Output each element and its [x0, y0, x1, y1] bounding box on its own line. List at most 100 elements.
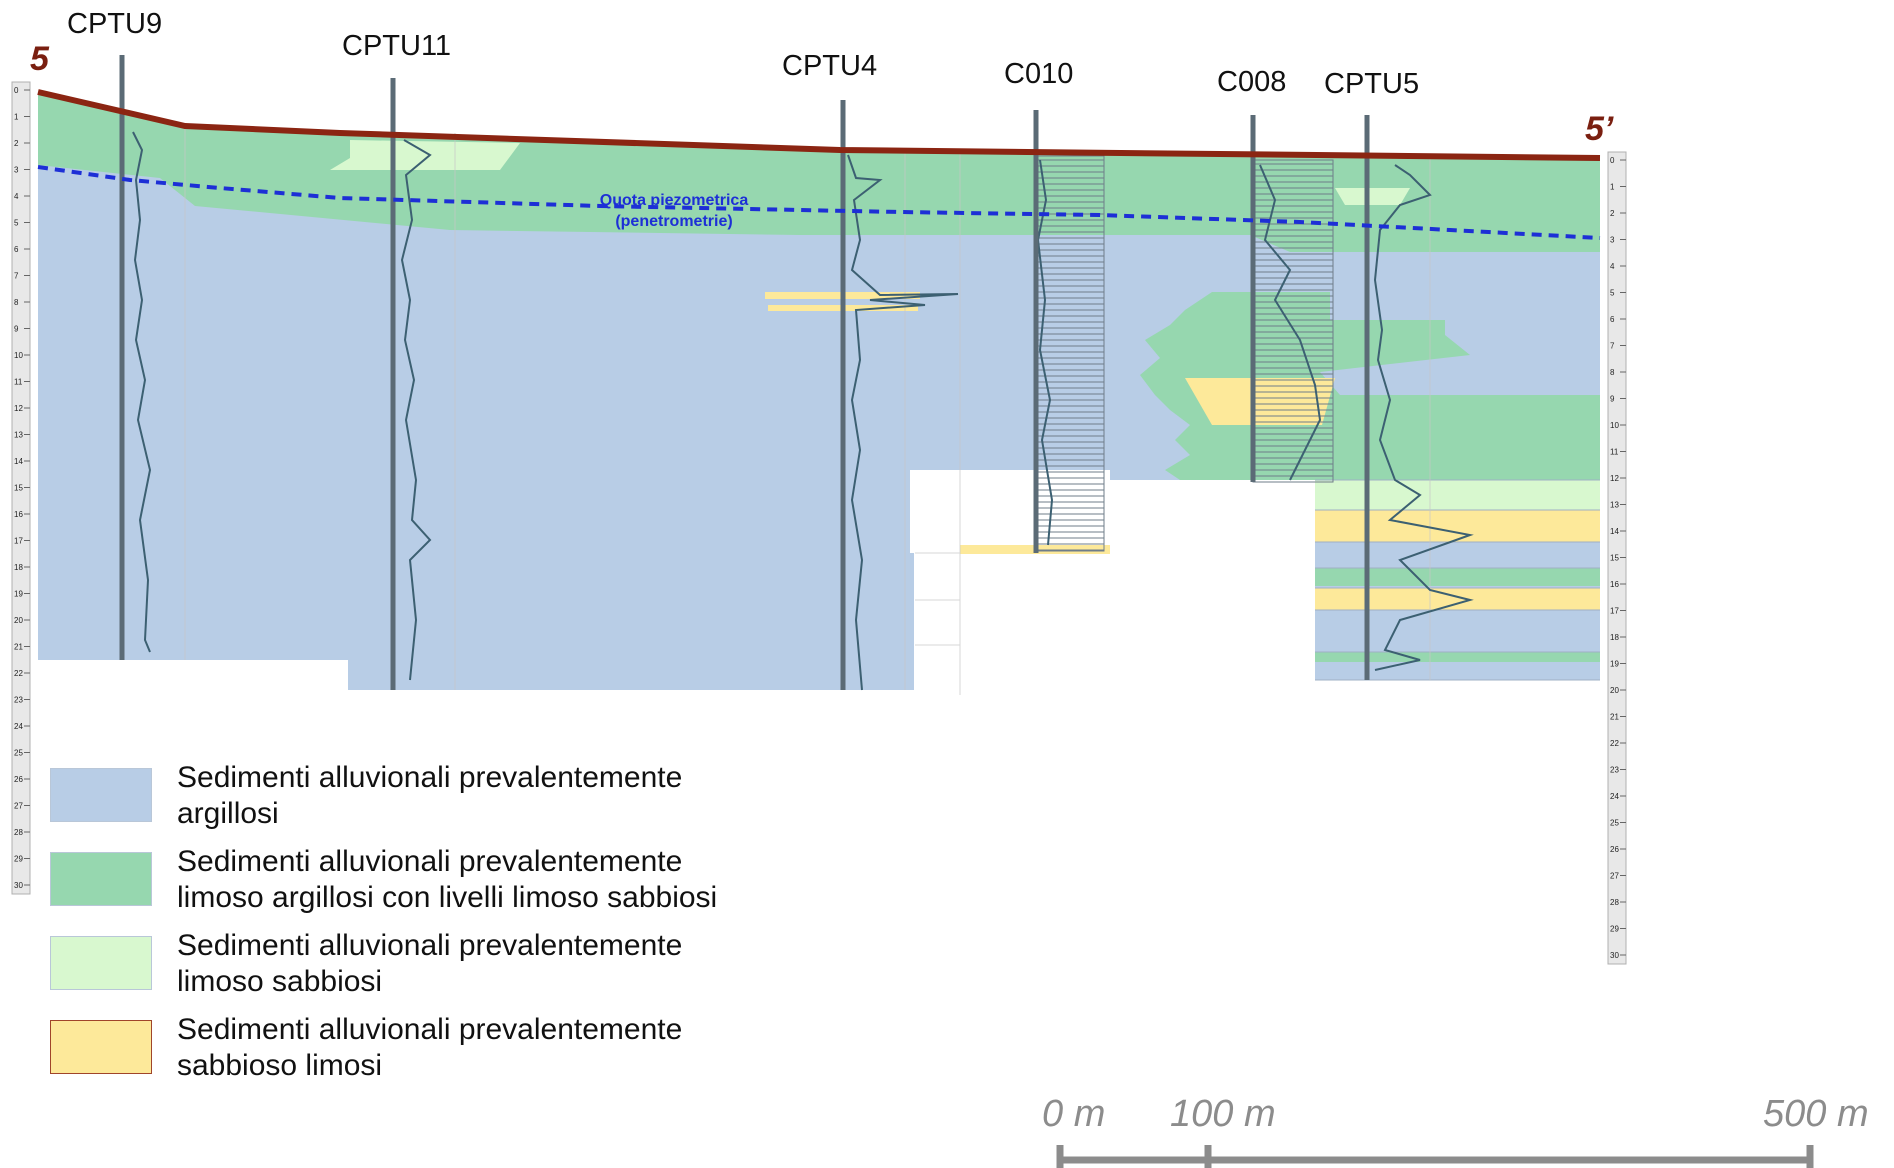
ruler-tick-label: 10: [1610, 421, 1619, 430]
sandy-silt-layer-cptu5-1: [1315, 510, 1600, 542]
ruler-tick-label: 26: [14, 775, 23, 784]
depth-ruler-right: 0123456789101112131415161718192021222324…: [1607, 151, 1627, 965]
cptu11-trace: [400, 139, 432, 681]
ruler-tick-label: 15: [14, 484, 23, 493]
ruler-tick-label: 14: [1610, 527, 1619, 536]
ruler-tick-label: 25: [14, 749, 23, 758]
legend-item-sandy-silt: Sedimenti alluvionali prevalentemente sa…: [50, 1012, 830, 1092]
silty-clay-top-band: [38, 92, 1600, 252]
ruler-tick-label: 17: [14, 537, 23, 546]
water-table-label-line2: (penetrometrie): [615, 213, 732, 230]
ruler-tick-label: 6: [14, 245, 19, 254]
ruler-tick-label: 16: [1610, 580, 1619, 589]
cptu9-trace: [132, 131, 152, 653]
ruler-tick-label: 12: [14, 404, 23, 413]
scale-label-0: 0 m: [1042, 1093, 1106, 1135]
borehole-label-c008: C008: [1217, 66, 1287, 98]
legend-text-clay: Sedimenti alluvionali prevalentemente ar…: [177, 760, 827, 832]
scale-bar: [1056, 1145, 1814, 1168]
scale-label-100: 100 m: [1170, 1093, 1276, 1135]
borehole-label-cptu5: CPTU5: [1324, 68, 1420, 100]
borehole-label-c010: C010: [1004, 58, 1074, 90]
clay-layer-cptu5-3: [1315, 610, 1600, 652]
legend-item-silty-clay: Sedimenti alluvionali prevalentemente li…: [50, 844, 830, 924]
ruler-tick-label: 9: [14, 325, 19, 334]
sandy-silt-lens-c008: [1185, 378, 1335, 425]
ruler-tick-label: 4: [1610, 262, 1615, 271]
ruler-tick-label: 19: [1610, 660, 1619, 669]
borehole-label-cptu4: CPTU4: [782, 50, 878, 82]
legend-item-clay: Sedimenti alluvionali prevalentemente ar…: [50, 760, 830, 840]
ruler-tick-label: 18: [14, 563, 23, 572]
ruler-tick-label: 21: [14, 643, 23, 652]
cptu5-trace: [1373, 164, 1474, 671]
water-table-line: [37, 165, 1601, 240]
ruler-tick-label: 12: [1610, 474, 1619, 483]
ruler-tick-label: 8: [14, 298, 19, 307]
ruler-tick-label: 23: [14, 696, 23, 705]
ruler-tick-label: 5: [14, 219, 19, 228]
ruler-tick-label: 7: [1610, 342, 1615, 351]
legend-line: argillosi: [177, 797, 279, 830]
ruler-tick-label: 30: [14, 881, 23, 890]
ruler-tick-label: 27: [1610, 872, 1619, 881]
ruler-tick-label: 17: [1610, 607, 1619, 616]
c010-hatch-log: [1035, 155, 1105, 552]
legend-line: Sedimenti alluvionali prevalentemente: [177, 1013, 683, 1046]
c008-hatch-log: [1252, 159, 1334, 483]
ruler-tick-label: 20: [1610, 686, 1619, 695]
ruler-tick-label: 26: [1610, 845, 1619, 854]
legend-item-silty-sand: Sedimenti alluvionali prevalentemente li…: [50, 928, 830, 1008]
legend-swatch-silty-clay: [50, 852, 152, 906]
legend-line: Sedimenti alluvionali prevalentemente: [177, 929, 683, 962]
ground-surface-line: [37, 89, 1601, 161]
water-table-label-line1: Quota piezometrica: [600, 192, 749, 209]
ruler-tick-label: 15: [1610, 554, 1619, 563]
depth-ruler-left: 0123456789101112131415161718192021222324…: [11, 81, 31, 895]
legend-text-silty-sand: Sedimenti alluvionali prevalentemente li…: [177, 928, 827, 1000]
ruler-tick-label: 5: [1610, 289, 1615, 298]
ruler-tick-label: 23: [1610, 766, 1619, 775]
legend-swatch-silty-sand: [50, 936, 152, 990]
borehole-lines: [119, 55, 1370, 690]
cptu5-layer-boundaries: [1315, 479, 1600, 681]
ruler-tick-label: 28: [1610, 898, 1619, 907]
ruler-tick-label: 14: [14, 457, 23, 466]
borehole-label-cptu9: CPTU9: [67, 8, 163, 40]
ruler-tick-label: 19: [14, 590, 23, 599]
legend-swatch-clay: [50, 768, 152, 822]
ruler-tick-label: 18: [1610, 633, 1619, 642]
silty-sand-layer-cptu5-1: [1315, 480, 1600, 510]
silty-sand-lens-cptu5: [1335, 188, 1410, 205]
legend-swatch-sandy-silt: [50, 1020, 152, 1074]
clay-layer-cptu5-1: [1315, 542, 1600, 568]
silty-sand-lens-cptu11: [330, 140, 520, 170]
ruler-tick-label: 24: [14, 722, 23, 731]
ruler-tick-label: 30: [1610, 951, 1619, 960]
silty-clay-layer-cptu5-1: [1315, 568, 1600, 586]
section-start-label: 5: [30, 40, 49, 78]
scale-label-500: 500 m: [1763, 1093, 1869, 1135]
ruler-tick-label: 13: [14, 431, 23, 440]
sandy-silt-layer-cptu5-2: [1315, 588, 1600, 610]
ruler-tick-label: 28: [14, 828, 23, 837]
ruler-tick-label: 24: [1610, 792, 1619, 801]
ruler-tick-label: 3: [14, 166, 19, 175]
ruler-tick-label: 3: [1610, 236, 1615, 245]
ruler-tick-label: 20: [14, 616, 23, 625]
section-end-label: 5’: [1585, 110, 1614, 148]
ruler-tick-label: 4: [14, 192, 19, 201]
silty-clay-layer-cptu5-2: [1315, 652, 1600, 662]
borehole-label-cptu11: CPTU11: [342, 30, 452, 62]
legend-line: Sedimenti alluvionali prevalentemente: [177, 761, 683, 794]
ruler-tick-label: 11: [1610, 448, 1619, 457]
ruler-tick-label: 6: [1610, 315, 1615, 324]
ruler-tick-label: 9: [1610, 395, 1615, 404]
ruler-tick-label: 13: [1610, 501, 1619, 510]
ruler-tick-label: 0: [1610, 156, 1615, 165]
ruler-tick-label: 16: [14, 510, 23, 519]
ruler-tick-label: 22: [14, 669, 23, 678]
ruler-tick-label: 8: [1610, 368, 1615, 377]
